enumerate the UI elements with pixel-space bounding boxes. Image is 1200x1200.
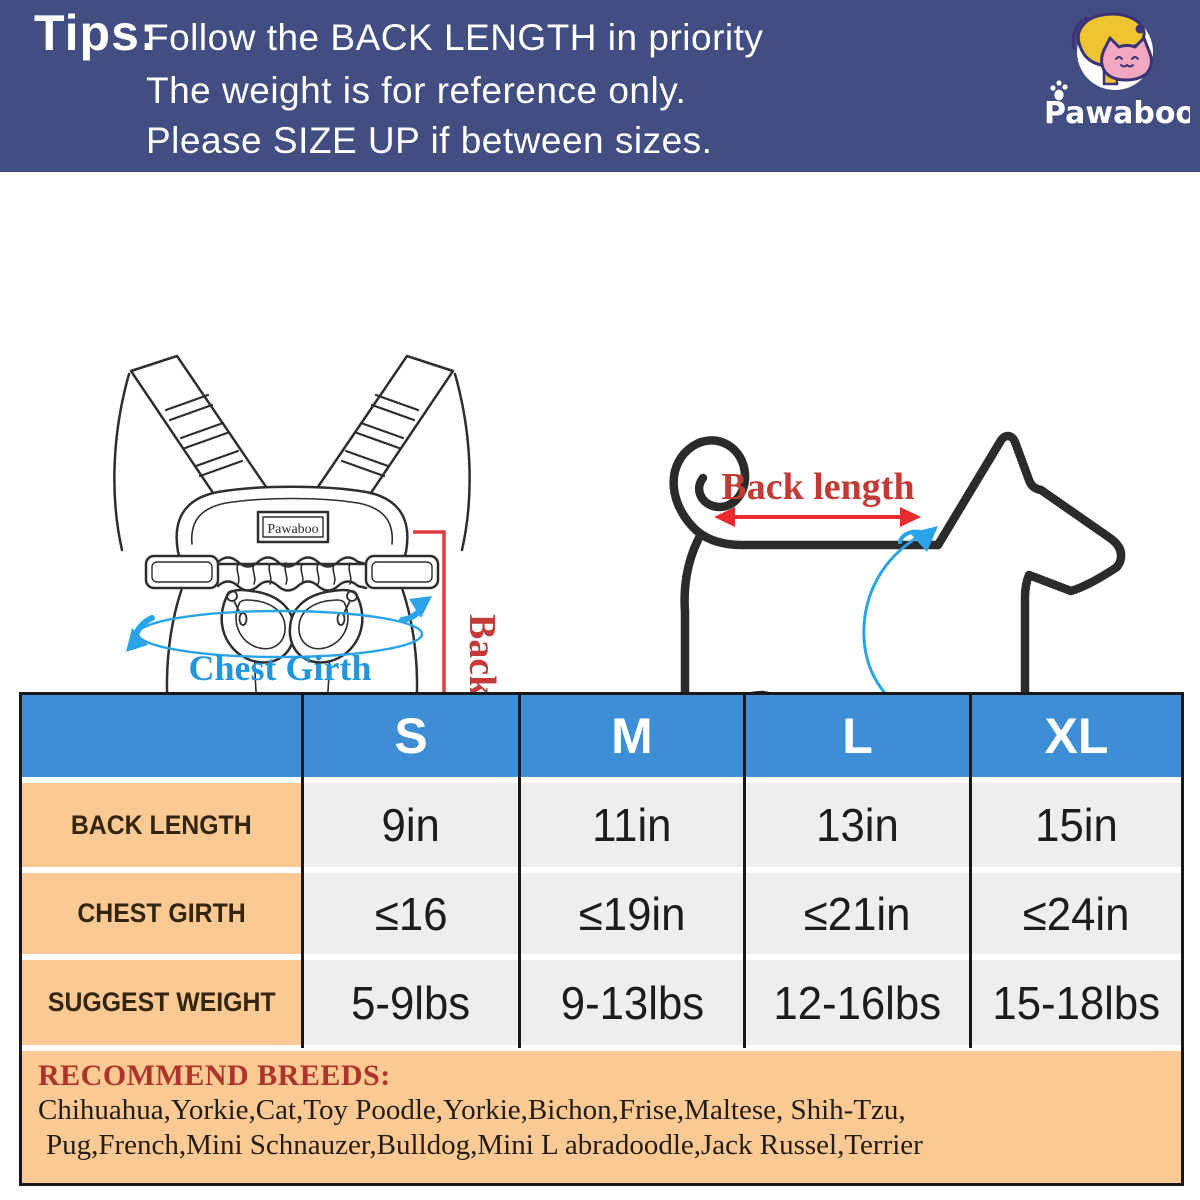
table-cell: ≤21in [746,873,969,954]
row-label: SUGGEST WEIGHT [22,960,301,1045]
logo-cat-eyes [1115,56,1139,60]
table-row-suggest-weight: SUGGEST WEIGHT 5-9lbs 9-13lbs 12-16lbs 1… [22,960,1181,1045]
table-cell: 9in [304,783,518,867]
recommend-breeds-section: RECOMMEND BREEDS: Chihuahua,Yorkie,Cat,T… [22,1051,1181,1183]
dog-back-length-arrow [714,507,921,527]
carrier-chest-girth-label: Chest Girth [189,648,372,688]
carrier-patch-text: Pawaboo [267,522,318,537]
logo-cat-icon [1100,36,1153,82]
carrier-right-buckle [364,554,440,590]
carrier-flap-seam [190,497,394,545]
carrier-right-webbing [453,372,471,552]
table-cell: 15in [972,783,1181,867]
header-size-s: S [394,708,428,764]
table-cell: 11in [521,783,743,867]
carrier-brand-patch-inner [262,516,324,538]
table-cell: 5-9lbs [304,960,518,1045]
carrier-right-armhole-inner [298,599,349,650]
column-divider [743,695,746,1048]
carrier-elastic [216,556,368,592]
header-size-xl: XL [1044,708,1109,764]
carrier-left-webbing [113,372,131,552]
tips-line-3: Please SIZE UP if between sizes. [146,120,713,161]
row-label: BACK LENGTH [22,783,301,867]
carrier-left-armhole-inner [235,599,286,650]
table-row-chest-girth: CHEST GIRTH ≤16 ≤19in ≤21in ≤24in [22,873,1181,954]
table-cell: 9-13lbs [521,960,743,1045]
logo-cat-mouth [1120,63,1134,68]
table-cell: 12-16lbs [746,960,969,1045]
table-cell: 15-18lbs [972,960,1181,1045]
logo-paw-icon [1050,80,1068,101]
tips-banner: Tips: Follow the BACK LENGTH in priority… [0,0,1200,172]
carrier-strap-rungs [164,393,420,478]
tips-line-2: The weight is for reference only. [146,70,687,111]
measurement-diagrams: Pawaboo Chest Girth Back length [0,172,1200,843]
recommend-breeds-heading: RECOMMEND BREEDS: [38,1059,391,1092]
column-divider [969,695,972,1048]
table-row-back-length: BACK LENGTH 9in 11in 13in 15in [22,783,1181,867]
logo-dog-ear [1071,16,1088,50]
table-cell: ≤19in [521,873,743,954]
carrier-right-buckle-inner [371,561,433,583]
breeds-line-2: Pug,French,Mini Schnauzer,Bulldog,Mini L… [46,1129,923,1161]
breeds-line-1: Chihuahua,Yorkie,Cat,Toy Poodle,Yorkie,B… [38,1094,906,1126]
tips-label: Tips: [34,5,158,61]
size-chart-table: S M L XL BACK LENGTH 9in 11in 13in 15in … [19,692,1184,1186]
pawaboo-logo: Pawaboo [1044,12,1190,131]
logo-wordmark: Pawaboo [1044,96,1190,131]
table-header-row [22,695,1181,777]
column-divider [518,695,521,1048]
dog-head-outline [933,431,1126,603]
carrier-left-buckle [144,554,220,590]
logo-dog-nose [1135,24,1145,34]
row-label: CHEST GIRTH [22,873,301,954]
tips-line-1: Follow the BACK LENGTH in priority [146,17,764,58]
dog-back-length-label: Back length [721,466,914,508]
header-size-m: M [611,708,653,764]
header-size-l: L [842,708,873,764]
chest-girth-arrows [126,596,432,652]
dog-back-and-tail [669,436,943,550]
table-cell: 13in [746,783,969,867]
column-divider [301,695,304,1048]
table-cell: ≤16 [304,873,518,954]
table-cell: ≤24in [972,873,1181,954]
carrier-left-buckle-inner [151,561,213,583]
